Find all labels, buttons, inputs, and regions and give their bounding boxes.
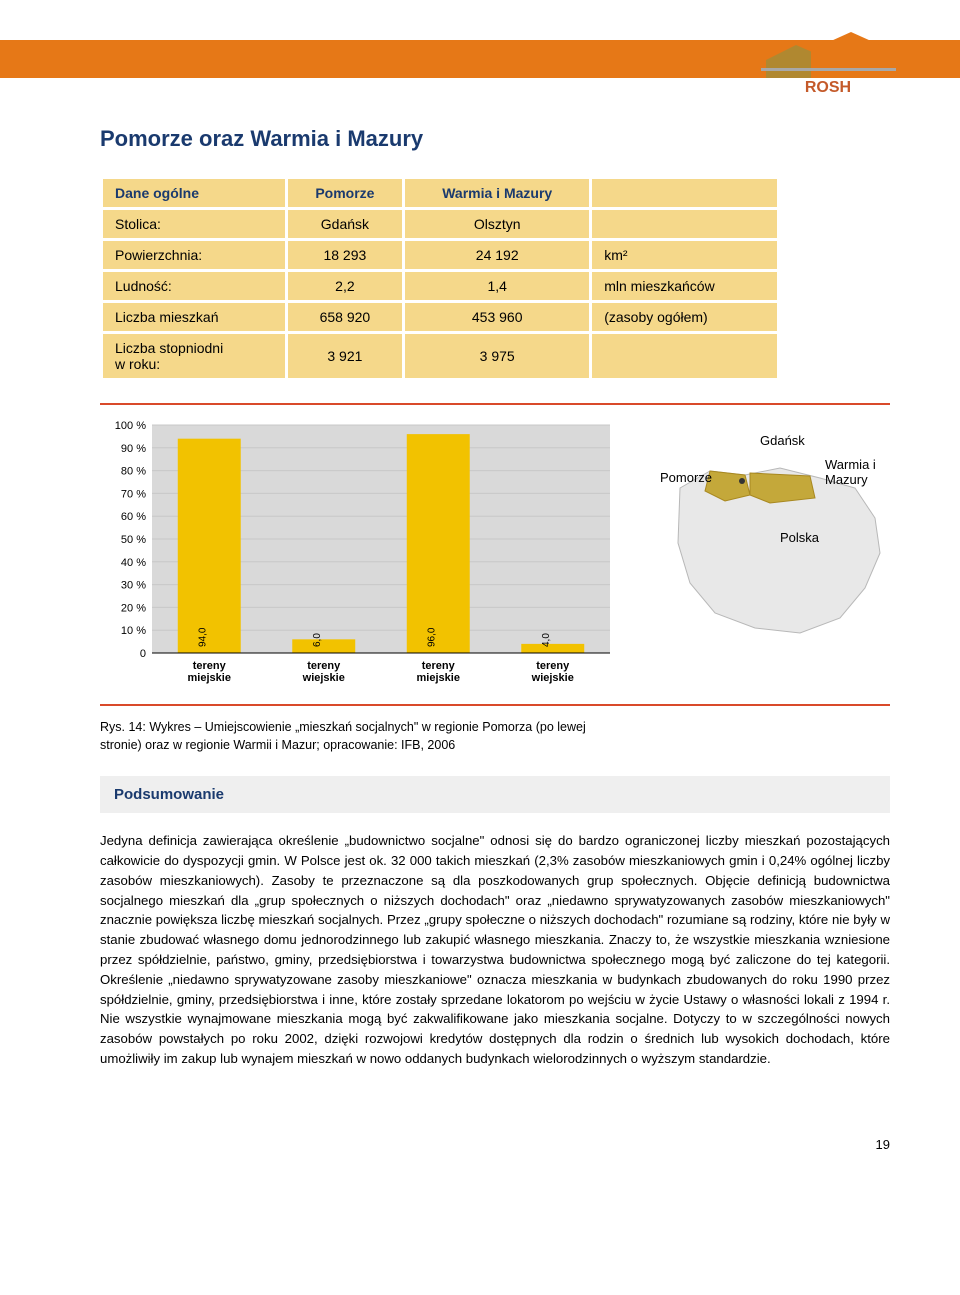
svg-text:96,0: 96,0 xyxy=(426,627,437,647)
svg-text:100 %: 100 % xyxy=(115,420,146,432)
svg-text:30 %: 30 % xyxy=(121,580,146,592)
summary-heading: Podsumowanie xyxy=(100,776,890,813)
svg-text:70 %: 70 % xyxy=(121,488,146,500)
svg-text:60 %: 60 % xyxy=(121,511,146,523)
page-number: 19 xyxy=(0,1109,960,1172)
page-title: Pomorze oraz Warmia i Mazury xyxy=(100,126,890,152)
data-table: Dane ogólne Pomorze Warmia i Mazury Stol… xyxy=(100,176,780,381)
map-label-gdansk: Gdańsk xyxy=(760,433,805,448)
table-row: Liczba stopniodni w roku: 3 921 3 975 xyxy=(102,333,779,380)
table-row: Ludność: 2,2 1,4 mln mieszkańców xyxy=(102,271,779,302)
map-label-polska: Polska xyxy=(780,530,819,545)
rosh-logo: ROSH xyxy=(756,10,906,95)
col-header: Dane ogólne xyxy=(102,178,287,209)
col-header: Warmia i Mazury xyxy=(404,178,591,209)
svg-text:90 %: 90 % xyxy=(121,443,146,455)
svg-text:tereny: tereny xyxy=(193,660,227,672)
header-bar: ROSH xyxy=(0,0,960,96)
poland-map: Gdańsk Pomorze Warmia i Mazury Polska xyxy=(650,415,910,656)
bar-chart: 0 10 % 20 % 30 % 40 % 50 % 60 % 70 % 80 % 90 % 100… xyxy=(100,415,620,698)
svg-text:50 %: 50 % xyxy=(121,534,146,546)
svg-text:miejskie: miejskie xyxy=(417,672,460,684)
svg-text:10 %: 10 % xyxy=(121,625,146,637)
col-header xyxy=(591,178,779,209)
svg-text:tereny: tereny xyxy=(422,660,456,672)
svg-text:wiejskie: wiejskie xyxy=(302,672,345,684)
svg-text:6,0: 6,0 xyxy=(312,633,323,647)
svg-text:tereny: tereny xyxy=(307,660,341,672)
summary-body: Jedyna definicja zawierająca określenie … xyxy=(100,831,890,1069)
map-label-pomorze: Pomorze xyxy=(660,470,712,485)
svg-text:0: 0 xyxy=(140,648,146,660)
table-row: Powierzchnia: 18 293 24 192 km² xyxy=(102,240,779,271)
map-label-warmia: Warmia i Mazury xyxy=(825,457,876,487)
table-header-row: Dane ogólne Pomorze Warmia i Mazury xyxy=(102,178,779,209)
col-header: Pomorze xyxy=(286,178,404,209)
svg-text:80 %: 80 % xyxy=(121,466,146,478)
svg-text:miejskie: miejskie xyxy=(188,672,231,684)
svg-text:tereny: tereny xyxy=(536,660,570,672)
svg-text:ROSH: ROSH xyxy=(805,79,851,95)
divider xyxy=(100,403,890,405)
table-row: Liczba mieszkań 658 920 453 960 (zasoby … xyxy=(102,302,779,333)
figure-caption: Rys. 14: Wykres – Umiejscowienie „mieszk… xyxy=(100,718,620,754)
svg-text:94,0: 94,0 xyxy=(197,627,208,647)
divider xyxy=(100,704,890,706)
svg-text:20 %: 20 % xyxy=(121,602,146,614)
svg-text:wiejskie: wiejskie xyxy=(531,672,574,684)
svg-text:4,0: 4,0 xyxy=(541,633,552,647)
table-row: Stolica: Gdańsk Olsztyn xyxy=(102,209,779,240)
svg-text:40 %: 40 % xyxy=(121,557,146,569)
